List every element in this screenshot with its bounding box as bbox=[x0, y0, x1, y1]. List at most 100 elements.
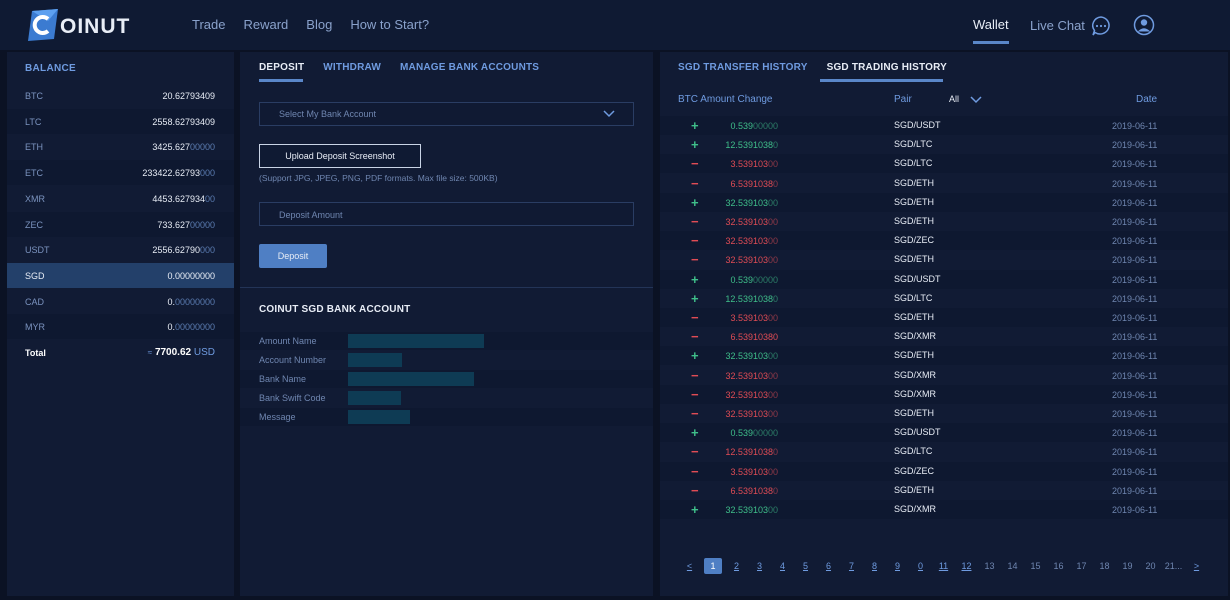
upload-support-note: (Support JPG, JPEG, PNG, PDF formats. Ma… bbox=[259, 173, 498, 183]
deposit-button[interactable]: Deposit bbox=[259, 244, 327, 268]
pagination-page[interactable]: 16 bbox=[1053, 561, 1064, 571]
currency-code: MYR bbox=[25, 322, 45, 333]
minus-icon: − bbox=[691, 406, 699, 421]
plus-icon: + bbox=[691, 137, 699, 153]
balance-row-cad[interactable]: CAD 0.00000000 bbox=[7, 289, 234, 314]
table-row: − 12.53910380 SGD/LTC 2019-06-11 bbox=[660, 442, 1228, 461]
minus-icon: − bbox=[691, 310, 699, 325]
balance-row-btc[interactable]: BTC 20.62793409 bbox=[7, 83, 234, 108]
table-row: +0.53900000 SGD/USDT 2019-06-11 bbox=[660, 423, 1228, 443]
tab-sgd-transfer-history[interactable]: SGD TRANSFER HISTORY bbox=[678, 62, 808, 73]
history-tab-indicator bbox=[820, 79, 943, 82]
pair-filter-select[interactable]: All bbox=[949, 94, 960, 104]
balance-total-row: Total ≈ 7700.62 USD bbox=[7, 340, 234, 365]
currency-code: XMR bbox=[25, 193, 45, 204]
deposit-amount-input[interactable]: Deposit Amount bbox=[259, 202, 634, 226]
pagination-page[interactable]: 9 bbox=[894, 561, 900, 571]
amount-change: 0.53900000 bbox=[730, 274, 778, 285]
bank-field-row: Account Number bbox=[240, 351, 653, 369]
coinut-logo[interactable]: OINUT bbox=[28, 9, 129, 43]
pagination-page[interactable]: 5 bbox=[802, 561, 808, 571]
tab-withdraw[interactable]: WITHDRAW bbox=[323, 62, 381, 73]
minus-icon: − bbox=[691, 482, 699, 498]
trade-date: 2019-06-11 bbox=[1112, 178, 1158, 189]
table-row: − 6.53910380 SGD/ETH 2019-06-11 bbox=[660, 481, 1228, 500]
currency-code: ETH bbox=[25, 142, 43, 153]
nav-how-to-start[interactable]: How to Start? bbox=[350, 17, 430, 32]
pagination-page[interactable]: 14 bbox=[1007, 561, 1018, 571]
history-panel: SGD TRANSFER HISTORY SGD TRADING HISTORY… bbox=[660, 52, 1228, 596]
column-pair: Pair bbox=[894, 94, 912, 105]
nav-blog[interactable]: Blog bbox=[306, 17, 333, 32]
pagination-page[interactable]: 11 bbox=[938, 561, 949, 571]
bank-field-row: Amount Name bbox=[240, 332, 653, 350]
nav-trade[interactable]: Trade bbox=[192, 17, 226, 32]
pagination-page[interactable]: 2 bbox=[733, 561, 739, 571]
trading-pair: SGD/ZEC bbox=[894, 235, 935, 246]
minus-icon: − bbox=[691, 329, 699, 345]
pagination-page[interactable]: 4 bbox=[779, 561, 785, 571]
trading-pair: SGD/XMR bbox=[894, 369, 937, 380]
trade-date: 2019-06-11 bbox=[1112, 447, 1158, 458]
live-chat-link[interactable]: Live Chat bbox=[1030, 18, 1085, 33]
pagination-page[interactable]: 0 bbox=[917, 561, 923, 571]
tab-manage-bank-accounts[interactable]: MANAGE BANK ACCOUNTS bbox=[400, 62, 540, 73]
balance-row-usdt[interactable]: USDT 2556.62790000 bbox=[7, 237, 234, 262]
trading-pair: SGD/XMR bbox=[894, 388, 937, 399]
amount-change: 32.53910300 bbox=[725, 389, 778, 400]
table-row: − 6.53910380 SGD/ETH 2019-06-11 bbox=[660, 174, 1228, 193]
deposit-amount-placeholder: Deposit Amount bbox=[279, 210, 343, 220]
bank-account-select[interactable]: Select My Bank Account bbox=[259, 102, 634, 126]
balance-row-zec[interactable]: ZEC 733.62700000 bbox=[7, 211, 234, 237]
nav-reward[interactable]: Reward bbox=[243, 17, 289, 32]
tab-sgd-trading-history[interactable]: SGD TRADING HISTORY bbox=[826, 62, 948, 73]
pagination-page[interactable]: 20 bbox=[1145, 561, 1156, 571]
tab-deposit[interactable]: DEPOSIT bbox=[259, 62, 305, 73]
currency-code: USDT bbox=[25, 245, 50, 256]
pagination-page[interactable]: 8 bbox=[871, 561, 877, 571]
pagination-page[interactable]: 12 bbox=[961, 561, 972, 571]
pagination-page[interactable]: 19 bbox=[1122, 561, 1133, 571]
balance-row-myr[interactable]: MYR 0.00000000 bbox=[7, 314, 234, 340]
minus-icon: − bbox=[691, 156, 699, 172]
pagination-page[interactable]: 3 bbox=[756, 561, 762, 571]
minus-icon: − bbox=[691, 214, 699, 229]
trade-date: 2019-06-11 bbox=[1112, 217, 1158, 227]
chat-bubble-icon[interactable] bbox=[1090, 15, 1112, 37]
pagination-page[interactable]: 13 bbox=[984, 561, 995, 571]
upload-screenshot-button[interactable]: Upload Deposit Screenshot bbox=[259, 144, 421, 168]
top-header: OINUT Trade Reward Blog How to Start? Wa… bbox=[0, 0, 1230, 50]
balance-row-xmr[interactable]: XMR 4453.62793400 bbox=[7, 186, 234, 211]
pagination-page[interactable]: 6 bbox=[825, 561, 831, 571]
trade-date: 2019-06-11 bbox=[1112, 121, 1158, 131]
minus-icon: − bbox=[691, 252, 699, 268]
bank-account-title: COINUT SGD BANK ACCOUNT bbox=[259, 304, 411, 315]
amount-change: 32.53910300 bbox=[725, 370, 778, 381]
chevron-down-icon[interactable] bbox=[970, 96, 982, 104]
pagination-page[interactable]: 18 bbox=[1099, 561, 1110, 571]
pagination-page[interactable]: 21... bbox=[1164, 561, 1183, 571]
plus-icon: + bbox=[691, 194, 699, 210]
user-account-icon[interactable] bbox=[1133, 14, 1155, 36]
trading-pair: SGD/USDT bbox=[894, 427, 941, 438]
amount-change: 12.53910380 bbox=[725, 447, 778, 458]
balance-row-etc[interactable]: ETC 233422.62793000 bbox=[7, 160, 234, 186]
pagination-page[interactable]: 17 bbox=[1076, 561, 1087, 571]
trading-pair: SGD/LTC bbox=[894, 139, 933, 150]
table-row: − 32.53910300 SGD/XMR 2019-06-11 bbox=[660, 366, 1228, 385]
pagination-page[interactable]: 15 bbox=[1030, 561, 1041, 571]
pagination-page[interactable]: 7 bbox=[848, 561, 854, 571]
pagination-page[interactable]: 1 bbox=[704, 558, 722, 574]
nav-wallet[interactable]: Wallet bbox=[973, 17, 1009, 32]
trading-pair: SGD/XMR bbox=[894, 331, 937, 342]
balance-row-ltc[interactable]: LTC 2558.62793409 bbox=[7, 108, 234, 134]
pagination-next[interactable]: > bbox=[1193, 561, 1200, 571]
amount-change: 32.53910300 bbox=[725, 505, 778, 515]
table-row: − 32.53910300 SGD/ETH 2019-06-11 bbox=[660, 404, 1228, 423]
deposit-tabs: DEPOSIT WITHDRAW MANAGE BANK ACCOUNTS bbox=[259, 62, 558, 73]
pagination-prev[interactable]: < bbox=[686, 561, 693, 571]
balance-row-sgd[interactable]: SGD 0.00000000 bbox=[7, 262, 234, 288]
bank-field-row: Message bbox=[240, 408, 653, 426]
balance-row-eth[interactable]: ETH 3425.62700000 bbox=[7, 134, 234, 159]
balance-title: BALANCE bbox=[25, 63, 76, 74]
